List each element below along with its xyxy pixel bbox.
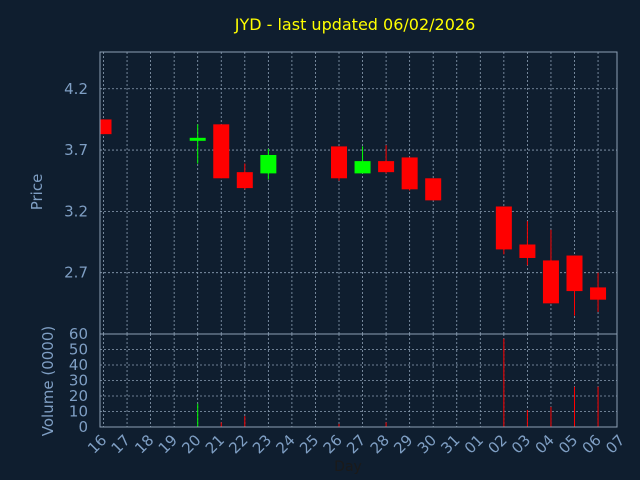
candle-body [590, 287, 607, 300]
day-tick-label: 01 [461, 431, 487, 457]
candle-body [401, 157, 418, 190]
candle-body [189, 137, 206, 141]
candle-body [236, 172, 253, 189]
day-tick-label: 18 [131, 431, 157, 457]
day-tick-label: 05 [555, 431, 581, 457]
day-tick-label: 22 [225, 431, 251, 457]
day-tick-label: 23 [249, 431, 275, 457]
x-axis-label: Day [334, 459, 362, 475]
volume-tick-label: 0 [78, 418, 88, 436]
price-tick-label: 2.7 [64, 264, 88, 282]
day-tick-label: 16 [84, 431, 110, 457]
day-tick-labels: 1617181920212223242526272829303101020304… [84, 431, 628, 457]
day-tick-label: 19 [155, 431, 181, 457]
day-tick-label: 31 [437, 431, 463, 457]
day-tick-label: 03 [508, 431, 534, 457]
candle-body [425, 178, 442, 201]
day-tick-label: 24 [272, 431, 298, 457]
volume-tick-label: 50 [69, 341, 88, 359]
candle-body [378, 161, 395, 173]
price-axis-label: Price [28, 174, 46, 211]
day-tick-label: 28 [367, 431, 393, 457]
candle-body [331, 146, 347, 179]
price-panel-frame [99, 51, 618, 335]
candle-body [495, 206, 512, 250]
price-tick-labels: 4.2 3.7 3.2 2.7 [64, 80, 88, 282]
volume-axis-label: Volume (0000) [39, 326, 57, 436]
volume-tick-label: 20 [69, 387, 88, 405]
day-tick-label: 20 [178, 431, 204, 457]
volume-tick-label: 60 [69, 325, 88, 343]
day-tick-label: 06 [579, 431, 605, 457]
chart-title: JYD - last updated 06/02/2026 [234, 15, 476, 34]
candle-body [519, 244, 536, 258]
candles [100, 119, 607, 316]
volume-tick-label: 40 [69, 356, 88, 374]
volume-gridlines [100, 334, 617, 427]
price-tick-label: 4.2 [64, 80, 88, 98]
price-tick-label: 3.2 [64, 202, 88, 220]
candle-body [542, 260, 559, 304]
day-tick-label: 07 [602, 431, 628, 457]
price-tick-label: 3.7 [64, 141, 88, 159]
volume-tick-label: 10 [69, 403, 88, 421]
day-tick-label: 02 [484, 431, 510, 457]
day-tick-label: 25 [296, 431, 322, 457]
volume-tick-label: 30 [69, 372, 88, 390]
day-tick-label: 04 [532, 431, 558, 457]
day-tick-label: 29 [390, 431, 416, 457]
price-gridlines [100, 52, 617, 334]
day-tick-label: 17 [108, 431, 134, 457]
candle-body [354, 161, 371, 174]
volume-bars [197, 338, 599, 427]
candle-body [213, 124, 230, 179]
candle-body [260, 154, 277, 174]
day-tick-label: 21 [202, 431, 228, 457]
volume-panel-frame [99, 333, 618, 428]
day-tick-label: 27 [343, 431, 369, 457]
candle-body [100, 119, 112, 135]
candle-body [566, 255, 583, 292]
day-tick-label: 26 [320, 431, 346, 457]
day-tick-label: 30 [414, 431, 440, 457]
